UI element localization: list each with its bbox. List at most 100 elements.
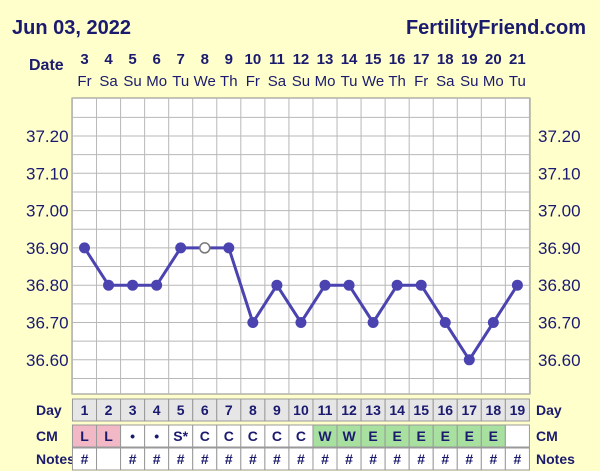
y-tick-label-right: 36.70 — [538, 314, 581, 333]
temperature-point — [103, 279, 115, 291]
temperature-point — [391, 279, 403, 291]
y-tick-label-right: 37.10 — [538, 164, 581, 183]
weekday-label: We — [194, 73, 216, 90]
cm-cell-text: • — [130, 428, 135, 444]
notes-cell-text: # — [321, 451, 329, 467]
notes-cell-text: # — [153, 451, 161, 467]
notes-cell-text: # — [441, 451, 449, 467]
weekday-label: Mo — [315, 73, 336, 90]
notes-cell-text: # — [393, 451, 401, 467]
temperature-point — [343, 279, 355, 291]
weekday-label: Su — [292, 73, 310, 90]
weekday-label: Fr — [246, 73, 260, 90]
notes-cell-text: # — [129, 451, 137, 467]
cm-cell-text: E — [417, 428, 426, 444]
weekday-label: Su — [123, 73, 141, 90]
weekday-label: Th — [388, 73, 406, 90]
y-tick-label-right: 37.20 — [538, 127, 581, 146]
weekday-label: Fr — [414, 73, 428, 90]
date-number: 9 — [225, 51, 233, 68]
y-tick-label-right: 37.00 — [538, 202, 581, 221]
day-cell-text: 10 — [293, 402, 309, 418]
y-tick-label-left: 37.00 — [26, 202, 69, 221]
date-number: 20 — [485, 51, 502, 68]
weekday-label: Sa — [268, 73, 287, 90]
notes-cell-text: # — [273, 451, 281, 467]
notes-cell-text: # — [514, 451, 522, 467]
weekday-label: Fr — [77, 73, 91, 90]
temperature-point — [367, 317, 379, 328]
date-number: 17 — [413, 51, 430, 68]
cm-cell-text: C — [200, 428, 210, 444]
date-header: 3 4 5 6 7 8 9 10 11 12 13 14 15 16 17 18 19 20 21 Fr Sa Su Mo T… — [77, 51, 525, 90]
temperature-point — [127, 279, 139, 291]
day-cell-text: 4 — [153, 402, 161, 418]
cm-cell-text: W — [318, 428, 332, 444]
y-tick-label-left: 37.10 — [26, 164, 69, 183]
weekday-label: Sa — [436, 73, 455, 90]
date-number: 5 — [128, 51, 136, 68]
cm-cell — [504, 424, 530, 448]
cm-cell-text: L — [104, 428, 113, 444]
cm-cell-text: C — [272, 428, 282, 444]
temperature-point — [319, 279, 331, 291]
row-label-notes: Notes — [36, 451, 75, 467]
temperature-point — [415, 279, 427, 291]
day-cell-text: 2 — [105, 402, 113, 418]
day-cell-text: 9 — [273, 402, 281, 418]
notes-cell-text: # — [177, 451, 185, 467]
y-tick-label-left: 36.60 — [26, 351, 69, 370]
y-tick-label-right: 36.90 — [538, 239, 581, 258]
notes-cell-text: # — [297, 451, 305, 467]
date-number: 13 — [317, 51, 334, 68]
temperature-point — [463, 354, 475, 366]
notes-cell — [96, 447, 122, 471]
cm-cell-text: C — [248, 428, 258, 444]
notes-cell-text: # — [417, 451, 425, 467]
temperature-point — [175, 242, 187, 254]
date-number: 7 — [177, 51, 185, 68]
cm-cell-text: C — [296, 428, 306, 444]
day-cell-text: 7 — [225, 402, 233, 418]
notes-cell-text: # — [489, 451, 497, 467]
weekday-label: Tu — [509, 73, 526, 90]
y-tick-label-right: 36.60 — [538, 351, 581, 370]
day-cell-text: 3 — [129, 402, 137, 418]
y-tick-label-right: 36.80 — [538, 276, 581, 295]
temperature-point — [439, 317, 451, 328]
temperature-point — [247, 317, 259, 328]
date-number: 8 — [201, 51, 209, 68]
day-cell-text: 19 — [510, 402, 526, 418]
y-tick-label-left: 36.90 — [26, 239, 69, 258]
cm-cell-text: S* — [173, 428, 188, 444]
cm-cell-text: • — [154, 428, 159, 444]
plot-area — [71, 97, 531, 395]
y-tick-label-left: 36.70 — [26, 314, 69, 333]
cm-cell-text: E — [368, 428, 377, 444]
notes-cell-text: # — [81, 451, 89, 467]
cm-cell-text: E — [392, 428, 401, 444]
day-cell-text: 5 — [177, 402, 185, 418]
date-number: 16 — [389, 51, 406, 68]
day-cell-text: 12 — [341, 402, 357, 418]
date-number: 12 — [293, 51, 310, 68]
weekday-label: Tu — [341, 73, 358, 90]
notes-cell-text: # — [249, 451, 257, 467]
temperature-point-open — [199, 242, 211, 254]
day-cell-text: 14 — [389, 402, 405, 418]
weekday-label: Th — [220, 73, 238, 90]
cm-cell-text: C — [224, 428, 234, 444]
header-date: Jun 03, 2022 — [12, 17, 131, 39]
row-label-right-notes: Notes — [536, 451, 575, 467]
cm-cell-text: E — [441, 428, 450, 444]
notes-cell-text: # — [345, 451, 353, 467]
date-number: 14 — [341, 51, 358, 68]
date-number: 4 — [104, 51, 113, 68]
date-number: 15 — [365, 51, 382, 68]
temperature-point — [151, 279, 163, 291]
temperature-point — [223, 242, 235, 254]
weekday-label: Mo — [483, 73, 504, 90]
weekday-label: Su — [460, 73, 478, 90]
day-cell-text: 18 — [486, 402, 502, 418]
